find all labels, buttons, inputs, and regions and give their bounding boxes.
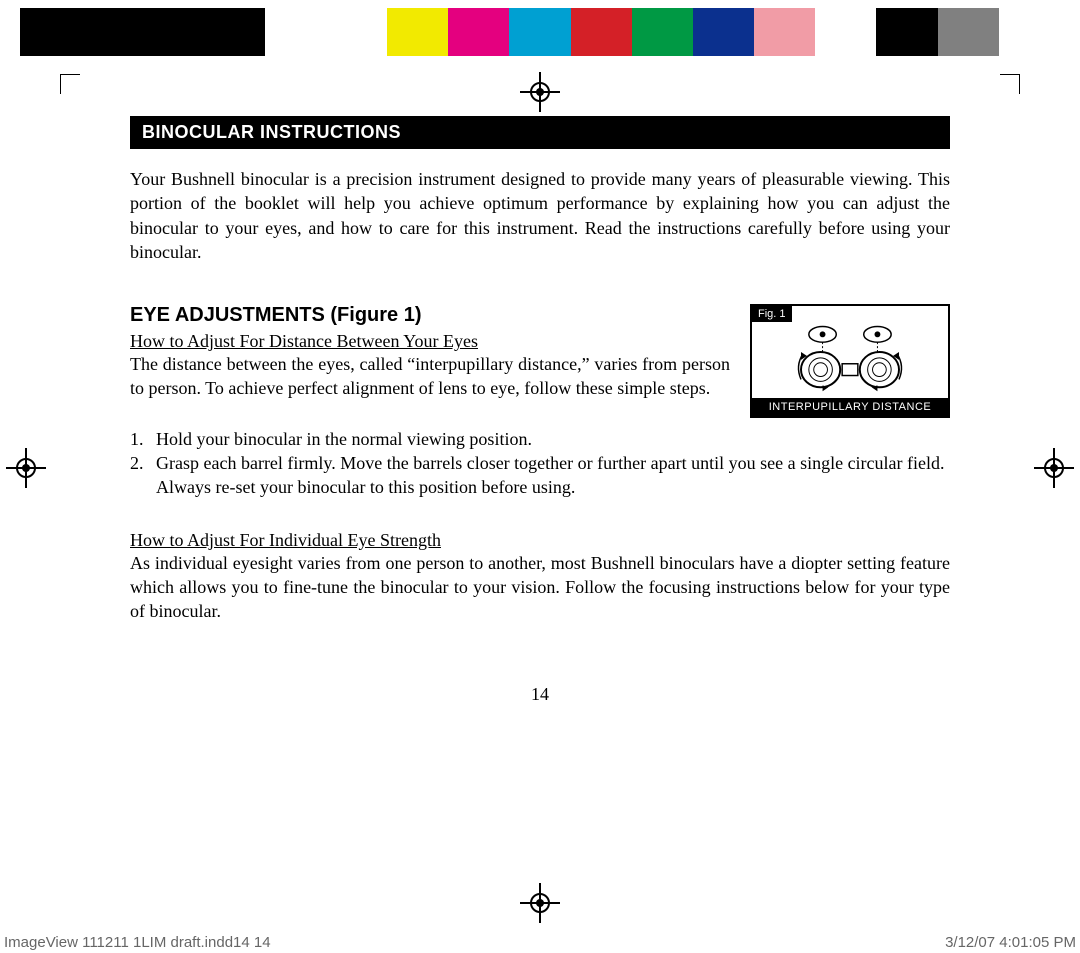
registration-mark-icon: [6, 448, 46, 488]
color-swatch: [876, 8, 937, 56]
eye-adjustments-title: EYE ADJUSTMENTS (Figure 1): [130, 304, 730, 327]
subheading-strength: How to Adjust For Individual Eye Strengt…: [130, 530, 950, 551]
steps-list: 1.Hold your binocular in the normal view…: [130, 427, 950, 500]
eye-adjustments-section: Fig. 1: [130, 304, 950, 623]
color-swatch: [326, 8, 387, 56]
figure-label: Fig. 1: [752, 306, 792, 322]
intro-paragraph: Your Bushnell binocular is a precision i…: [130, 167, 950, 264]
color-swatch: [142, 8, 203, 56]
color-swatch: [693, 8, 754, 56]
step-number: 1.: [130, 427, 156, 451]
color-swatch: [815, 8, 876, 56]
color-swatch: [265, 8, 326, 56]
page-content: BINOCULAR INSTRUCTIONS Your Bushnell bin…: [0, 56, 1080, 705]
subheading-distance: How to Adjust For Distance Between Your …: [130, 331, 730, 352]
crop-mark-icon: [60, 74, 80, 94]
step-item: 1.Hold your binocular in the normal view…: [130, 427, 950, 451]
color-swatch: [20, 8, 81, 56]
step-item: 2.Grasp each barrel firmly. Move the bar…: [130, 451, 950, 500]
registration-mark-icon: [1034, 448, 1074, 488]
crop-mark-icon: [1000, 74, 1020, 94]
color-swatch: [448, 8, 509, 56]
color-swatch: [387, 8, 448, 56]
distance-body: The distance between the eyes, called “i…: [130, 352, 730, 401]
registration-mark-icon: [520, 883, 560, 923]
figure-caption: INTERPUPILLARY DISTANCE: [752, 398, 948, 416]
print-footer: ImageView 111211 1LIM draft.indd14 14 3/…: [0, 934, 1080, 951]
registration-mark-icon: [520, 72, 560, 112]
color-swatch: [571, 8, 632, 56]
page-number: 14: [130, 684, 950, 705]
color-swatch: [81, 8, 142, 56]
step-text: Hold your binocular in the normal viewin…: [156, 427, 950, 451]
color-swatch: [204, 8, 265, 56]
strength-body: As individual eyesight varies from one p…: [130, 551, 950, 624]
section-header: BINOCULAR INSTRUCTIONS: [130, 116, 950, 149]
color-swatch: [509, 8, 570, 56]
footer-timestamp: 3/12/07 4:01:05 PM: [945, 934, 1076, 951]
color-swatch: [632, 8, 693, 56]
figure-1: Fig. 1: [750, 304, 950, 418]
step-text: Grasp each barrel firmly. Move the barre…: [156, 451, 950, 500]
step-number: 2.: [130, 451, 156, 500]
color-calibration-bar: [0, 8, 1080, 56]
footer-filename: ImageView 111211 1LIM draft.indd14 14: [4, 934, 271, 951]
color-swatch: [938, 8, 999, 56]
color-swatch: [999, 8, 1060, 56]
color-swatch: [754, 8, 815, 56]
